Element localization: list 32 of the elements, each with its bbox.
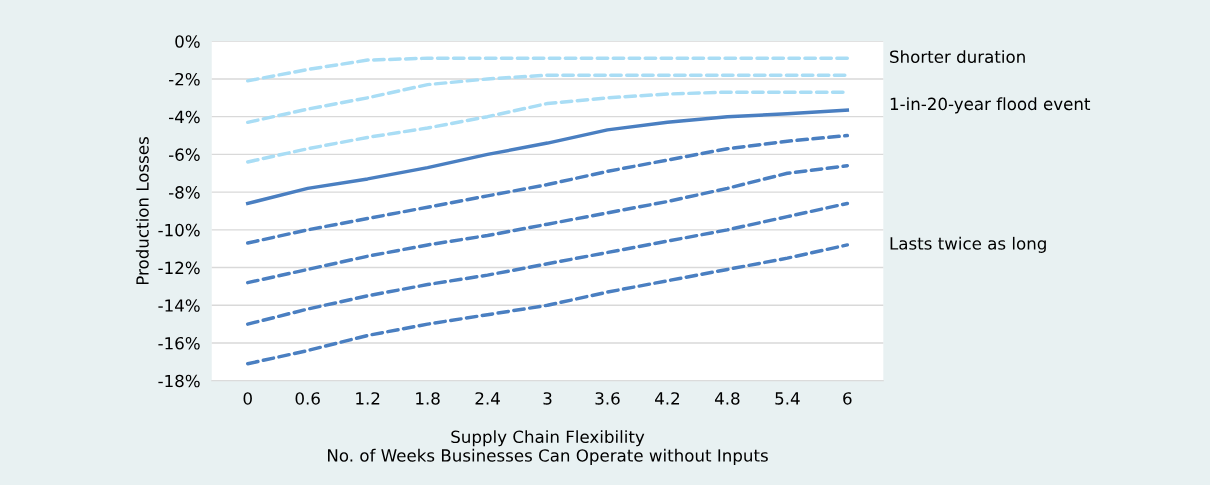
x-tick-label: 1.2: [356, 392, 380, 405]
annotation: Lasts twice as long: [890, 236, 1046, 253]
y-tick-label: -4%: [169, 110, 200, 124]
x-axis-title: Supply Chain Flexibility No. of Weeks Businesses Can Operate without Inputs: [328, 430, 768, 465]
x-tick-label: 0: [243, 392, 252, 405]
y-tick-label: -6%: [169, 148, 200, 161]
x-tick-label: 6: [843, 392, 852, 405]
annotation: 1-in-20-year flood event: [890, 97, 1091, 114]
y-tick-label: -8%: [169, 186, 200, 199]
line-series: [245, 243, 850, 366]
y-tick-label: -10%: [158, 223, 200, 237]
line-series: [245, 133, 850, 245]
x-tick-label: 5.4: [775, 392, 800, 405]
y-tick-label: 0%: [175, 35, 200, 48]
line-series: [245, 108, 850, 206]
y-axis-title: Production Losses: [135, 137, 149, 285]
y-tick-label: -12%: [158, 261, 200, 275]
annotation: Shorter duration: [890, 50, 1025, 64]
line-series: [245, 56, 850, 83]
y-tick-label: -2%: [169, 72, 200, 86]
x-tick-label: 3: [543, 392, 552, 405]
line-series: [245, 201, 850, 326]
y-tick-label: -16%: [158, 336, 200, 350]
x-tick-label: 2.4: [475, 392, 500, 405]
y-tick-label: -14%: [158, 299, 200, 312]
x-tick-label: 1.8: [416, 392, 440, 405]
x-tick-label: 4.8: [714, 392, 740, 405]
line-series: [245, 163, 850, 285]
x-tick-label: 3.6: [595, 392, 620, 405]
y-tick-label: -18%: [158, 374, 200, 388]
x-tick-label: 4.2: [655, 392, 680, 405]
x-tick-label: 0.6: [295, 392, 320, 405]
